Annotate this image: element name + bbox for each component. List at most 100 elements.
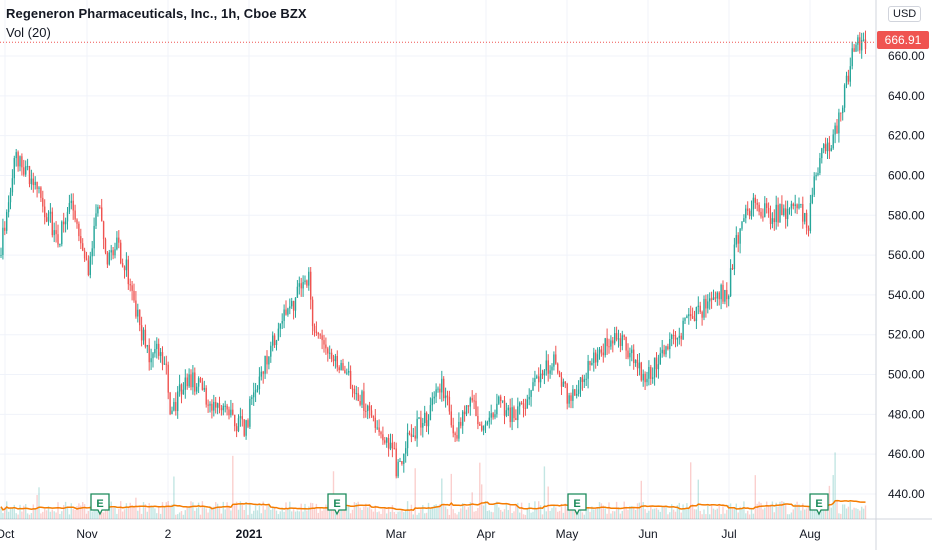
volume-bar bbox=[116, 513, 118, 519]
time-axis[interactable]: Oct Nov 2 2021 Mar Apr May Jun Jul Aug bbox=[0, 527, 821, 541]
earnings-marker[interactable]: E bbox=[327, 493, 347, 516]
candle-body bbox=[218, 403, 221, 409]
candle-body bbox=[646, 378, 648, 383]
volume-bar bbox=[864, 505, 867, 519]
candle-body bbox=[767, 207, 770, 214]
volume-bar bbox=[148, 503, 150, 519]
candle-body bbox=[262, 371, 264, 374]
volume-bar bbox=[653, 508, 656, 519]
candle-body bbox=[61, 221, 63, 245]
candle-body bbox=[737, 235, 739, 244]
volume-bar bbox=[688, 508, 690, 519]
candle-body bbox=[650, 366, 652, 379]
volume-bar bbox=[745, 513, 747, 519]
volume-bar bbox=[304, 503, 306, 519]
candle-body bbox=[17, 152, 19, 167]
candle-body bbox=[254, 390, 257, 393]
volume-bar bbox=[89, 505, 91, 519]
candle-body bbox=[441, 378, 443, 393]
volume-bar bbox=[511, 513, 513, 519]
volume-bar bbox=[283, 511, 285, 519]
volume-bar bbox=[287, 508, 289, 519]
candle-body bbox=[589, 361, 591, 365]
candle-body bbox=[42, 197, 44, 207]
candle-body bbox=[435, 389, 437, 397]
volume-bar bbox=[515, 505, 517, 519]
volume-bar bbox=[509, 505, 511, 519]
volume-bar bbox=[781, 501, 783, 519]
volume-bar bbox=[154, 508, 156, 519]
candle-body bbox=[247, 420, 249, 427]
volume-bar bbox=[139, 505, 141, 519]
candle-body bbox=[536, 376, 538, 379]
earnings-marker[interactable]: E bbox=[809, 493, 829, 516]
candle-body bbox=[456, 435, 458, 439]
candle-body bbox=[496, 403, 498, 415]
volume-bar bbox=[724, 513, 726, 519]
volume-bar bbox=[158, 506, 160, 519]
candle-body bbox=[173, 402, 175, 411]
candle-body bbox=[623, 335, 625, 337]
volume-bar bbox=[507, 510, 509, 519]
volume-bar bbox=[650, 506, 652, 519]
time-tick-label: 2 bbox=[165, 527, 172, 541]
volume-bar bbox=[106, 505, 109, 519]
candle-body bbox=[45, 217, 48, 222]
candle-body bbox=[264, 355, 266, 374]
earnings-marker[interactable]: E bbox=[90, 493, 110, 516]
candle-body bbox=[283, 309, 285, 321]
candle-body bbox=[133, 290, 135, 301]
volume-bar bbox=[308, 506, 310, 519]
candle-body bbox=[112, 250, 114, 256]
candle-body bbox=[175, 402, 177, 412]
candle-body bbox=[458, 421, 460, 439]
volume-bar bbox=[201, 501, 204, 519]
candle-body bbox=[201, 382, 204, 390]
earnings-marker-label: E bbox=[815, 498, 822, 510]
volume-bar bbox=[572, 502, 574, 519]
volume-bar bbox=[365, 503, 367, 519]
candle-body bbox=[237, 418, 240, 432]
candle-body bbox=[277, 328, 280, 341]
candle-body bbox=[215, 401, 217, 408]
volume-bar bbox=[450, 473, 452, 519]
volume-bar bbox=[731, 508, 734, 519]
time-tick-label: Oct bbox=[0, 527, 15, 541]
volume-bar bbox=[247, 514, 249, 519]
candle-body bbox=[443, 378, 445, 399]
candle-body bbox=[862, 39, 865, 41]
volume-bar bbox=[410, 504, 413, 519]
candle-body bbox=[568, 395, 570, 404]
candle-body bbox=[306, 280, 308, 286]
volume-indicator-label[interactable]: Vol (20) bbox=[6, 25, 51, 40]
candle-body bbox=[304, 280, 306, 283]
volume-bar bbox=[842, 504, 844, 519]
volume-bar bbox=[595, 508, 597, 519]
price-tick-label: 540.00 bbox=[888, 288, 925, 302]
earnings-marker[interactable]: E bbox=[567, 493, 587, 516]
candle-body bbox=[644, 373, 646, 383]
volume-bar bbox=[397, 511, 399, 519]
price-axis[interactable]: 440.00 460.00 480.00 500.00 520.00 540.00 560.… bbox=[888, 7, 925, 501]
candle-body bbox=[446, 395, 449, 397]
candle-body bbox=[2, 227, 4, 255]
candle-body bbox=[819, 158, 821, 174]
volume-moving-average bbox=[0, 499, 866, 512]
volume-bar bbox=[712, 508, 715, 519]
candle-body bbox=[25, 166, 27, 175]
volume-bar bbox=[380, 513, 382, 519]
candle-body bbox=[47, 213, 50, 222]
candle-body bbox=[830, 148, 832, 152]
volume-bar bbox=[342, 510, 344, 519]
volume-bar bbox=[85, 513, 88, 519]
currency-button[interactable]: USD bbox=[888, 6, 922, 22]
candle-body bbox=[311, 299, 314, 327]
candle-body bbox=[672, 335, 675, 337]
volume-bar bbox=[156, 513, 158, 519]
volume-bar bbox=[788, 514, 791, 519]
candle-body bbox=[425, 412, 428, 427]
candle-body bbox=[843, 85, 846, 108]
